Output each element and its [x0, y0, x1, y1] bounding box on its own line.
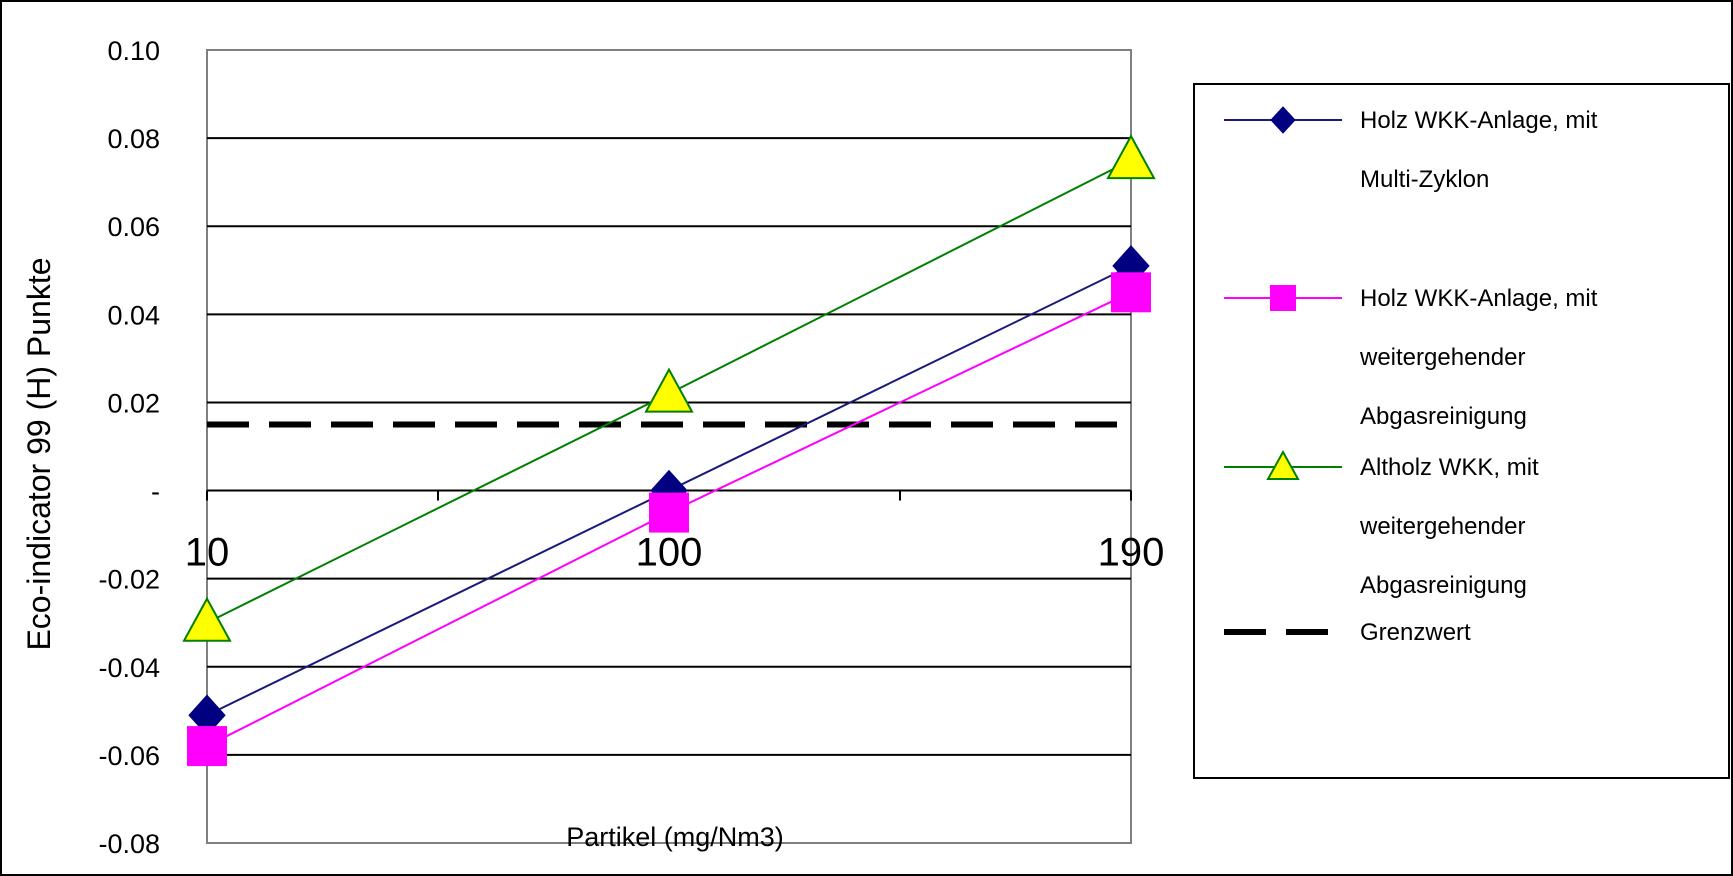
x-axis-tick-labels: 10 100 190 [185, 531, 1165, 575]
legend-swatch-marker-2 [1270, 285, 1296, 311]
y-tick-label: -0.02 [98, 565, 160, 595]
y-tick-label: -0.08 [98, 829, 160, 859]
legend-label-2: Holz WKK-Anlage, mit [1360, 285, 1598, 312]
y-tick-label: 0.04 [107, 300, 160, 330]
legend-label-2: weitergehender [1359, 344, 1525, 371]
legend-label-3: Altholz WKK, mit [1360, 454, 1539, 481]
series-lines [206, 159, 1132, 747]
data-point-series-3 [182, 596, 232, 642]
x-axis-title: Partikel (mg/Nm3) [566, 822, 784, 852]
plot-area [206, 49, 1132, 844]
legend-label-1: Multi-Zyklon [1360, 166, 1489, 193]
legend-swatch-marker-1 [1270, 106, 1296, 134]
data-point-series-2 [649, 492, 689, 533]
legend-label-2: Abgasreinigung [1360, 403, 1527, 430]
legend-label-3: Abgasreinigung [1360, 572, 1527, 599]
y-tick-label: 0.08 [107, 124, 160, 154]
legend: Holz WKK-Anlage, mit Multi-Zyklon Holz WKK… [1193, 83, 1730, 779]
x-tick-label: 100 [636, 531, 703, 575]
legend-label-1: Holz WKK-Anlage, mit [1360, 107, 1598, 134]
y-axis-title: Eco-indicator 99 (H) Punkte [21, 257, 57, 650]
y-tick-label: 0.02 [107, 388, 160, 418]
series-markers [182, 134, 1156, 767]
data-point-series-2 [1111, 272, 1151, 313]
data-point-series-2 [187, 726, 227, 767]
x-tick-label: 190 [1098, 531, 1165, 575]
legend-label-4: Grenzwert [1360, 619, 1471, 646]
y-tick-label: 0.10 [107, 36, 160, 66]
data-point-series-3 [1106, 134, 1156, 180]
y-tick-label: -0.06 [98, 741, 160, 771]
legend-box [1193, 83, 1730, 779]
y-axis-tick-labels: 0.10 0.08 0.06 0.04 0.02 - -0.02 -0.04 -0.06 -0.0… [98, 36, 160, 859]
data-point-series-3 [644, 367, 694, 413]
y-tick-label: - [151, 477, 160, 507]
legend-label-3: weitergehender [1359, 513, 1525, 540]
plot-border [206, 49, 1132, 844]
y-tick-label: 0.06 [107, 212, 160, 242]
x-tick-label: 10 [185, 531, 230, 575]
y-tick-label: -0.04 [98, 653, 160, 683]
legend-swatch-marker-3 [1266, 449, 1300, 480]
